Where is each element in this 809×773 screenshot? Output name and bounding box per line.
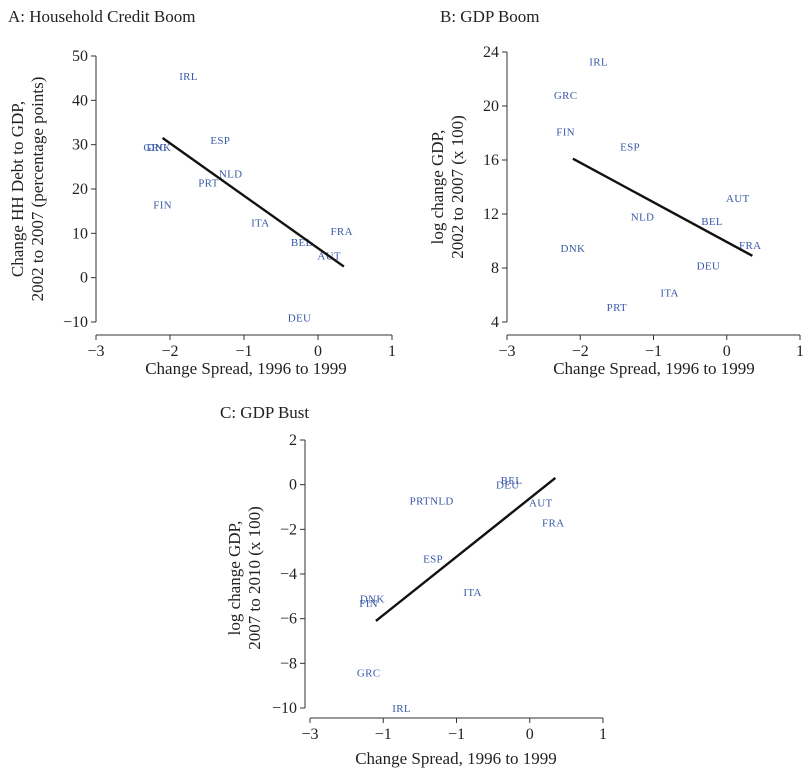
panel-b-x-tick-label: 1 [796,343,804,360]
panel-c-point-esp: ESP [423,553,443,565]
panel-b-point-deu: DEU [697,260,721,272]
panel-b-x-tick-label: −2 [572,343,589,360]
panel-c-x-tick-label: −1 [375,726,392,743]
panel-b-y-tick-label: 4 [491,314,499,331]
panel-b-y-ticks: 4 8 12 16 20 24 [483,44,507,331]
panel-a-household-credit-boom: A: Household Credit Boom −1001020304050 … [8,7,396,378]
panel-c-x-tick-label: −3 [301,726,318,743]
panel-a-point-dnk: DNK [147,142,172,154]
panel-b-point-nld: NLD [631,212,655,224]
panel-a-x-tick-label: 1 [388,343,396,360]
panel-a-y-tick-label: −10 [63,314,88,331]
panel-a-y-tick-label: 40 [72,92,88,109]
panel-a-point-fra: FRA [331,226,353,238]
panel-c-y-tick-label: −4 [280,566,297,583]
panel-a-title: A: Household Credit Boom [8,7,195,26]
panel-a-y-tick-label: 0 [80,270,88,287]
panel-b-point-fra: FRA [739,240,761,252]
panel-b-y-tick-label: 24 [483,44,499,61]
panel-c-point-fin: FIN [359,598,378,610]
panel-a-y-tick-label: 30 [72,137,88,154]
panel-a-point-fin: FIN [153,200,172,212]
panel-c-point-grc: GRC [357,667,381,679]
panel-c-fit-line [375,477,557,622]
panel-c-y-tick-label: −2 [280,521,297,538]
panel-c-point-irl: IRL [392,703,411,715]
panel-c-y-tick-label: 0 [289,477,297,494]
panel-a-point-nld: NLD [219,168,243,180]
panel-c-point-nld: NLD [430,495,454,507]
panel-b-x-tick-label: −1 [645,343,662,360]
panel-b-gdp-boom: B: GDP Boom 4 8 12 16 20 24 −3 −2 −1 0 1 IRL GRC FI… [428,7,804,378]
panel-c-x-tick-label: −1 [448,726,465,743]
panel-a-x-ticks: −3 −2 −1 0 1 [87,335,396,360]
panel-b-x-tick-label: 0 [723,343,731,360]
panel-a-y-label-2: 2002 to 2007 (percentage points) [28,77,47,302]
panel-b-point-aut: AUT [726,193,750,205]
panel-c-point-ita: ITA [463,587,481,599]
panel-b-x-label: Change Spread, 1996 to 1999 [553,359,755,378]
panel-a-point-prt: PRT [198,177,218,189]
panel-b-x-ticks: −3 −2 −1 0 1 [498,335,804,360]
panel-c-point-prt: PRT [410,495,430,507]
panel-a-x-tick-label: 0 [314,343,322,360]
panel-c-point-deu: DEU [496,480,520,492]
panel-c-y-tick-label: 2 [289,432,297,449]
panel-a-point-irl: IRL [179,71,198,83]
panel-b-point-bel: BEL [701,216,723,228]
panel-c-x-ticks: −3 −1 −1 0 1 [301,718,607,743]
panel-c-point-dnk: DNK [360,594,385,606]
panel-a-point-ita: ITA [251,217,269,229]
panel-b-title: B: GDP Boom [440,7,540,26]
panel-c-point-fra: FRA [542,518,564,530]
panel-b-y-tick-label: 12 [483,206,499,223]
panel-b-point-dnk: DNK [561,243,586,255]
panel-b-y-tick-label: 16 [483,152,499,169]
panel-a-y-label-1: Change HH Debt to GDP, [8,101,27,277]
panel-c-point-aut: AUT [529,498,553,510]
panel-a-point-grc: GRC [143,142,167,154]
panel-b-point-ita: ITA [660,287,678,299]
panel-a-x-tick-label: −1 [235,343,252,360]
panel-b-point-irl: IRL [589,56,608,68]
panel-c-y-tick-label: −10 [272,700,297,717]
panel-c-x-tick-label: 0 [526,726,534,743]
panel-a-x-tick-label: −2 [161,343,178,360]
panel-a-fit-line [161,137,345,268]
panel-b-y-tick-label: 8 [491,260,499,277]
panel-b-point-esp: ESP [620,142,640,154]
panel-a-y-tick-label: 20 [72,181,88,198]
panel-c-y-label-2: 2007 to 2010 (x 100) [245,506,264,650]
panel-a-x-label: Change Spread, 1996 to 1999 [145,359,347,378]
panel-b-y-label-1: log change GDP, [428,130,447,245]
panel-c-gdp-bust: C: GDP Bust −10−8−6−4−202 −3 −1 −1 0 1 BELDE… [220,403,607,768]
panel-a-y-tick-label: 10 [72,225,88,242]
panel-b-point-prt: PRT [607,302,627,314]
panel-c-point-bel: BEL [501,475,523,487]
panel-a-point-esp: ESP [210,135,230,147]
panel-a-x-tick-label: −3 [87,343,104,360]
panel-c-y-tick-label: −6 [280,611,297,628]
panel-b-x-tick-label: −3 [498,343,515,360]
panel-c-y-label-1: log change GDP, [225,521,244,636]
panel-b-point-fin: FIN [556,127,575,139]
panel-b-y-tick-label: 20 [483,98,499,115]
panel-c-title: C: GDP Bust [220,403,309,422]
panel-b-point-grc: GRC [554,90,578,102]
panel-b-points: IRL GRC FIN ESP AUT NLD BEL FRA DNK DEU ITA PRT [554,56,761,314]
panel-c-y-ticks: −10 −8 −6 −4 −2 0 2 [272,432,305,717]
panel-c-x-label: Change Spread, 1996 to 1999 [355,749,557,768]
panel-c-y-tick-label: −8 [280,655,297,672]
panel-b-y-label-2: 2002 to 2007 (x 100) [448,115,467,259]
panel-c-x-tick-label: 1 [599,726,607,743]
panel-a-y-tick-label: 50 [72,48,88,65]
panel-a-y-ticks: −10 0 10 20 30 40 50 [63,48,96,331]
panel-a-point-deu: DEU [288,313,312,325]
panel-b-fit-line [572,157,753,257]
